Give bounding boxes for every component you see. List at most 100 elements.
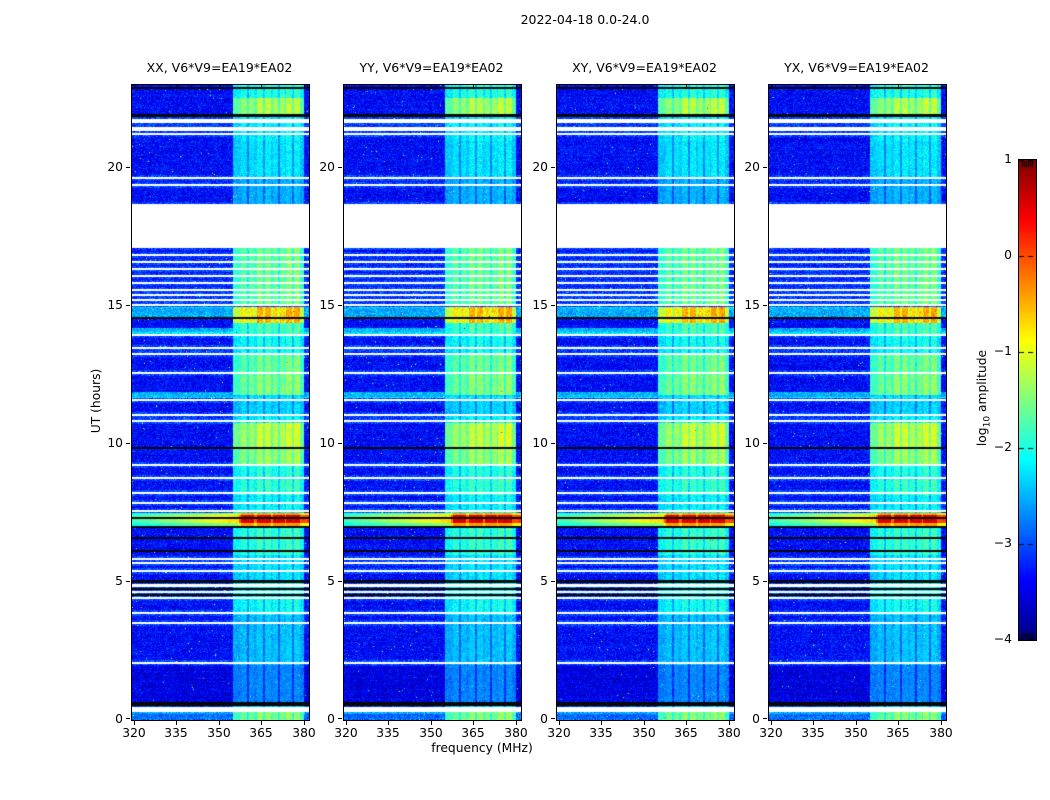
x-tick-mark	[941, 721, 942, 725]
x-tick-label: 380	[717, 726, 741, 740]
y-tick-label: 15	[744, 298, 760, 312]
y-tick-mark	[763, 718, 767, 719]
x-tick-mark	[601, 721, 602, 725]
spectrogram-panel-xy	[556, 84, 735, 721]
x-tick-label: 350	[844, 726, 868, 740]
spectrogram-panel-xx	[131, 84, 310, 721]
y-tick-label: 15	[319, 298, 335, 312]
x-tick-mark-top	[346, 85, 347, 89]
figure-title: 2022-04-18 0.0-24.0	[520, 12, 650, 27]
y-tick-mark	[551, 443, 555, 444]
y-tick-label: 5	[540, 574, 548, 588]
y-tick-mark	[338, 718, 342, 719]
y-tick-label: 5	[115, 574, 123, 588]
x-tick-label: 380	[504, 726, 528, 740]
x-tick-label: 320	[122, 726, 146, 740]
x-tick-mark-top	[304, 85, 305, 89]
y-tick-label: 0	[540, 712, 548, 726]
colorbar-tick-label: −2	[993, 440, 1012, 454]
colorbar	[1018, 159, 1037, 641]
y-tick-mark	[551, 581, 555, 582]
y-tick-label: 5	[327, 574, 335, 588]
x-tick-label: 365	[886, 726, 910, 740]
y-tick-mark	[338, 305, 342, 306]
x-tick-mark	[473, 721, 474, 725]
x-tick-label: 350	[419, 726, 443, 740]
x-tick-mark	[856, 721, 857, 725]
x-tick-mark-top	[431, 85, 432, 89]
colorbar-canvas	[1019, 160, 1036, 640]
x-tick-mark-top	[686, 85, 687, 89]
x-tick-mark-top	[388, 85, 389, 89]
x-tick-label: 320	[334, 726, 358, 740]
x-tick-mark	[771, 721, 772, 725]
y-tick-mark	[551, 305, 555, 306]
y-tick-label: 15	[532, 298, 548, 312]
x-tick-mark-top	[516, 85, 517, 89]
y-tick-label: 20	[107, 160, 123, 174]
x-tick-mark-top	[261, 85, 262, 89]
x-tick-mark-top	[559, 85, 560, 89]
spectrogram-canvas-yx	[769, 85, 946, 720]
y-tick-mark	[763, 581, 767, 582]
colorbar-tick-label: −3	[993, 536, 1012, 550]
x-tick-mark	[346, 721, 347, 725]
y-tick-mark	[338, 167, 342, 168]
x-tick-mark	[219, 721, 220, 725]
x-tick-mark-top	[601, 85, 602, 89]
x-tick-label: 335	[376, 726, 400, 740]
spectrogram-panel-yy	[343, 84, 522, 721]
y-tick-mark	[763, 443, 767, 444]
x-tick-label: 335	[589, 726, 613, 740]
panel-title-xy: XY, V6*V9=EA19*EA02	[572, 60, 717, 75]
x-tick-mark	[898, 721, 899, 725]
x-tick-mark	[644, 721, 645, 725]
y-tick-label: 10	[532, 436, 548, 450]
y-tick-mark	[551, 167, 555, 168]
y-tick-label: 10	[319, 436, 335, 450]
y-tick-mark	[126, 443, 130, 444]
y-tick-mark	[763, 305, 767, 306]
x-tick-mark-top	[941, 85, 942, 89]
y-tick-label: 10	[744, 436, 760, 450]
x-tick-mark	[261, 721, 262, 725]
spectrogram-canvas-yy	[344, 85, 521, 720]
x-tick-label: 350	[632, 726, 656, 740]
x-tick-label: 365	[674, 726, 698, 740]
spectrogram-panel-yx	[768, 84, 947, 721]
y-tick-mark	[126, 581, 130, 582]
colorbar-tick-label: 0	[1004, 248, 1012, 262]
x-tick-label: 380	[929, 726, 953, 740]
y-tick-label: 15	[107, 298, 123, 312]
x-tick-mark	[431, 721, 432, 725]
y-tick-mark	[551, 718, 555, 719]
y-tick-label: 20	[532, 160, 548, 174]
panel-title-yx: YX, V6*V9=EA19*EA02	[784, 60, 929, 75]
colorbar-tick-label: 1	[1004, 152, 1012, 166]
x-tick-mark-top	[134, 85, 135, 89]
panel-title-xx: XX, V6*V9=EA19*EA02	[146, 60, 293, 75]
x-tick-mark-top	[856, 85, 857, 89]
y-tick-mark	[763, 167, 767, 168]
x-tick-mark	[388, 721, 389, 725]
x-tick-mark-top	[729, 85, 730, 89]
y-tick-mark	[126, 167, 130, 168]
x-tick-mark	[686, 721, 687, 725]
y-tick-label: 10	[107, 436, 123, 450]
x-tick-mark	[813, 721, 814, 725]
x-tick-label: 365	[461, 726, 485, 740]
x-tick-mark-top	[771, 85, 772, 89]
colorbar-label-post: amplitude	[975, 349, 989, 416]
x-tick-label: 320	[759, 726, 783, 740]
x-tick-mark-top	[813, 85, 814, 89]
x-tick-mark	[304, 721, 305, 725]
x-tick-mark	[559, 721, 560, 725]
x-tick-label: 335	[801, 726, 825, 740]
y-tick-mark	[126, 305, 130, 306]
x-tick-label: 350	[207, 726, 231, 740]
y-tick-label: 5	[752, 574, 760, 588]
x-tick-label: 380	[292, 726, 316, 740]
spectrogram-canvas-xx	[132, 85, 309, 720]
y-tick-mark	[126, 718, 130, 719]
